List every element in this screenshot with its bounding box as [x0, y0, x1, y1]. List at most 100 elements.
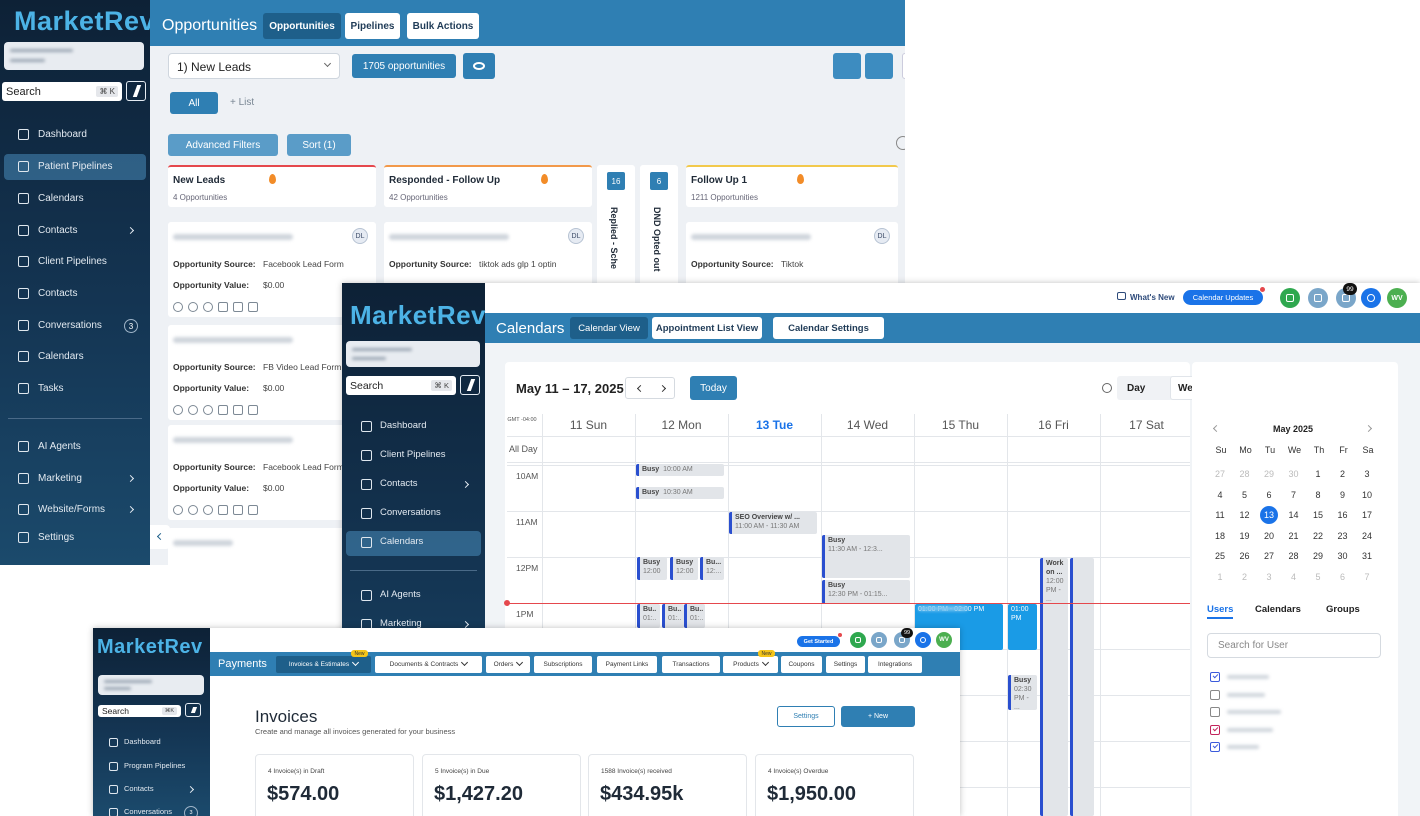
account-select[interactable] — [346, 341, 480, 367]
tab[interactable]: Pipelines — [345, 13, 400, 39]
visibility-button[interactable] — [463, 53, 495, 79]
nav-item[interactable]: Contacts — [38, 288, 78, 299]
tab[interactable]: Calendar Settings — [773, 317, 884, 339]
settings-button[interactable]: Settings — [777, 706, 835, 727]
nav-item[interactable]: Contacts — [38, 225, 78, 236]
tab[interactable]: Opportunities — [263, 13, 341, 39]
view-toggle[interactable] — [865, 53, 893, 79]
nav-item[interactable]: Contacts — [124, 784, 154, 794]
event[interactable]: Busy 12:30 PM - 01:15... — [822, 580, 910, 604]
header-icon-button[interactable] — [1308, 288, 1328, 308]
get-started[interactable]: Get Started — [797, 636, 840, 647]
calendar-day[interactable]: 5 — [1315, 571, 1321, 582]
opportunity-card[interactable]: Opportunity Source: Facebook Lead Form Opp… — [168, 425, 376, 520]
calendar-day[interactable]: 10 — [1361, 489, 1372, 500]
quick-action-button[interactable] — [126, 81, 146, 101]
event[interactable]: Busy 11:30 AM - 12:3... — [822, 535, 910, 578]
nav-item[interactable]: Conversations — [124, 807, 172, 816]
event[interactable]: SEO Overview w/ ... 11:00 AM - 11:30 AM — [729, 512, 817, 534]
view-toggle[interactable] — [833, 53, 861, 79]
user-checkbox[interactable] — [1210, 742, 1220, 752]
tab[interactable]: Settings — [826, 656, 865, 673]
event[interactable]: Bu.. 01:.. — [662, 604, 684, 628]
calendar-day[interactable]: 26 — [1239, 551, 1250, 561]
tab[interactable]: Documents & Contracts — [375, 656, 482, 673]
tab[interactable]: Transactions — [662, 656, 720, 673]
nav-item[interactable]: AI Agents — [380, 589, 421, 601]
view-toggle[interactable] — [902, 53, 905, 79]
calendar-day[interactable]: 2 — [1339, 469, 1345, 479]
event[interactable]: Bu.. 01:.. — [684, 604, 705, 628]
calendar-day[interactable]: 19 — [1239, 530, 1250, 541]
nav-item[interactable]: Calendars — [38, 193, 84, 204]
tab[interactable]: Invoices & Estimates — [276, 656, 371, 673]
nav-item[interactable]: Client Pipelines — [380, 449, 446, 461]
calendar-day[interactable]: 30 — [1288, 469, 1299, 479]
calendar-day[interactable]: 25 — [1214, 551, 1225, 561]
calendar-day[interactable]: 6 — [1266, 489, 1272, 500]
opportunity-card[interactable]: Opportunity Source: FB Video Lead Form Opp… — [168, 325, 376, 420]
event[interactable]: Work on ... 12:00 PM - ... — [1040, 558, 1068, 816]
tab[interactable]: Payment Links — [597, 656, 657, 673]
tab[interactable]: Bulk Actions — [407, 13, 479, 39]
calendar-day[interactable]: 28 — [1239, 469, 1250, 479]
tab[interactable]: Coupons — [781, 656, 822, 673]
event[interactable] — [1070, 558, 1094, 816]
calendar-day[interactable]: 13 — [1260, 506, 1278, 524]
user-search[interactable]: Search for User — [1207, 633, 1381, 658]
nav-item[interactable]: Settings — [38, 532, 75, 543]
calendar-day[interactable]: 22 — [1312, 530, 1323, 541]
calendar-day[interactable]: 24 — [1361, 530, 1372, 541]
nav-item[interactable]: Conversations — [38, 320, 102, 331]
user-checkbox[interactable] — [1210, 707, 1220, 717]
calendar-day[interactable]: 1 — [1315, 469, 1321, 479]
calendar-day[interactable]: 9 — [1339, 489, 1345, 500]
header-icon-button[interactable] — [1361, 288, 1381, 308]
tab[interactable]: Integrations — [868, 656, 922, 673]
search-box[interactable]: Search ⌘ K — [346, 376, 456, 395]
filters-button[interactable]: Advanced Filters — [168, 134, 278, 156]
calendar-day[interactable]: 12 — [1239, 510, 1250, 520]
nav-item[interactable]: Website/Forms — [38, 504, 106, 515]
tab[interactable]: Orders — [486, 656, 530, 673]
nav-item[interactable]: Program Pipelines — [124, 761, 186, 771]
calendar-day[interactable]: 28 — [1288, 551, 1299, 561]
calendar-day[interactable]: 1 — [1217, 571, 1223, 582]
event[interactable]: Busy 12:00 — [637, 557, 667, 580]
calendar-day[interactable]: 23 — [1337, 530, 1348, 541]
calendar-day[interactable]: 17 — [1361, 510, 1372, 520]
all-button[interactable]: All — [170, 92, 218, 114]
calendar-day[interactable]: 8 — [1315, 489, 1321, 500]
user-tab[interactable]: Groups — [1326, 604, 1360, 615]
new-button[interactable]: + New — [841, 706, 915, 727]
calendar-day[interactable]: 27 — [1263, 551, 1274, 561]
calendar-day[interactable]: 14 — [1288, 510, 1299, 520]
event[interactable]: Busy 10:00 AM — [636, 464, 724, 476]
search-box[interactable]: Search ⌘K — [98, 705, 181, 717]
header-icon-button[interactable]: WV — [936, 632, 952, 648]
tab[interactable]: Appointment List View — [652, 317, 762, 339]
calendar-day[interactable]: 4 — [1217, 489, 1223, 500]
whats-new[interactable]: What's New — [1130, 293, 1175, 302]
tab[interactable]: Products — [723, 656, 778, 673]
quick-action-button[interactable] — [185, 703, 201, 717]
prev-next[interactable] — [625, 377, 675, 399]
view-option[interactable]: Day — [1127, 383, 1146, 394]
view-option[interactable]: Week — [1178, 383, 1204, 394]
sort-button[interactable]: Sort (1) — [287, 134, 351, 156]
calendar-day[interactable]: 3 — [1364, 469, 1370, 479]
event[interactable]: Bu... 12:... — [700, 557, 724, 580]
nav-item[interactable]: Contacts — [380, 478, 418, 490]
calendar-day[interactable]: 7 — [1364, 571, 1370, 582]
event[interactable]: Bu.. 01:.. — [637, 604, 660, 628]
nav-item[interactable]: Dashboard — [38, 129, 87, 140]
tab[interactable]: Calendar View — [570, 317, 648, 339]
account-select[interactable] — [98, 675, 204, 695]
event[interactable]: 01:00 PM — [1008, 604, 1037, 650]
calendar-day[interactable]: 11 — [1215, 510, 1225, 520]
nav-item[interactable]: Tasks — [38, 383, 64, 394]
pipeline-select[interactable]: 1) New Leads — [168, 53, 340, 79]
nav-item[interactable]: Calendars — [380, 536, 424, 548]
nav-item[interactable]: Marketing — [38, 473, 82, 484]
nav-item[interactable]: Client Pipelines — [38, 256, 107, 267]
